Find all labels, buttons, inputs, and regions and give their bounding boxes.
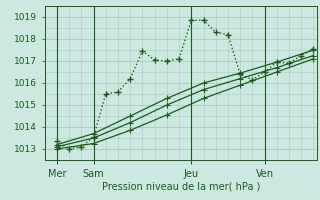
X-axis label: Pression niveau de la mer( hPa ): Pression niveau de la mer( hPa ) [102, 182, 260, 192]
